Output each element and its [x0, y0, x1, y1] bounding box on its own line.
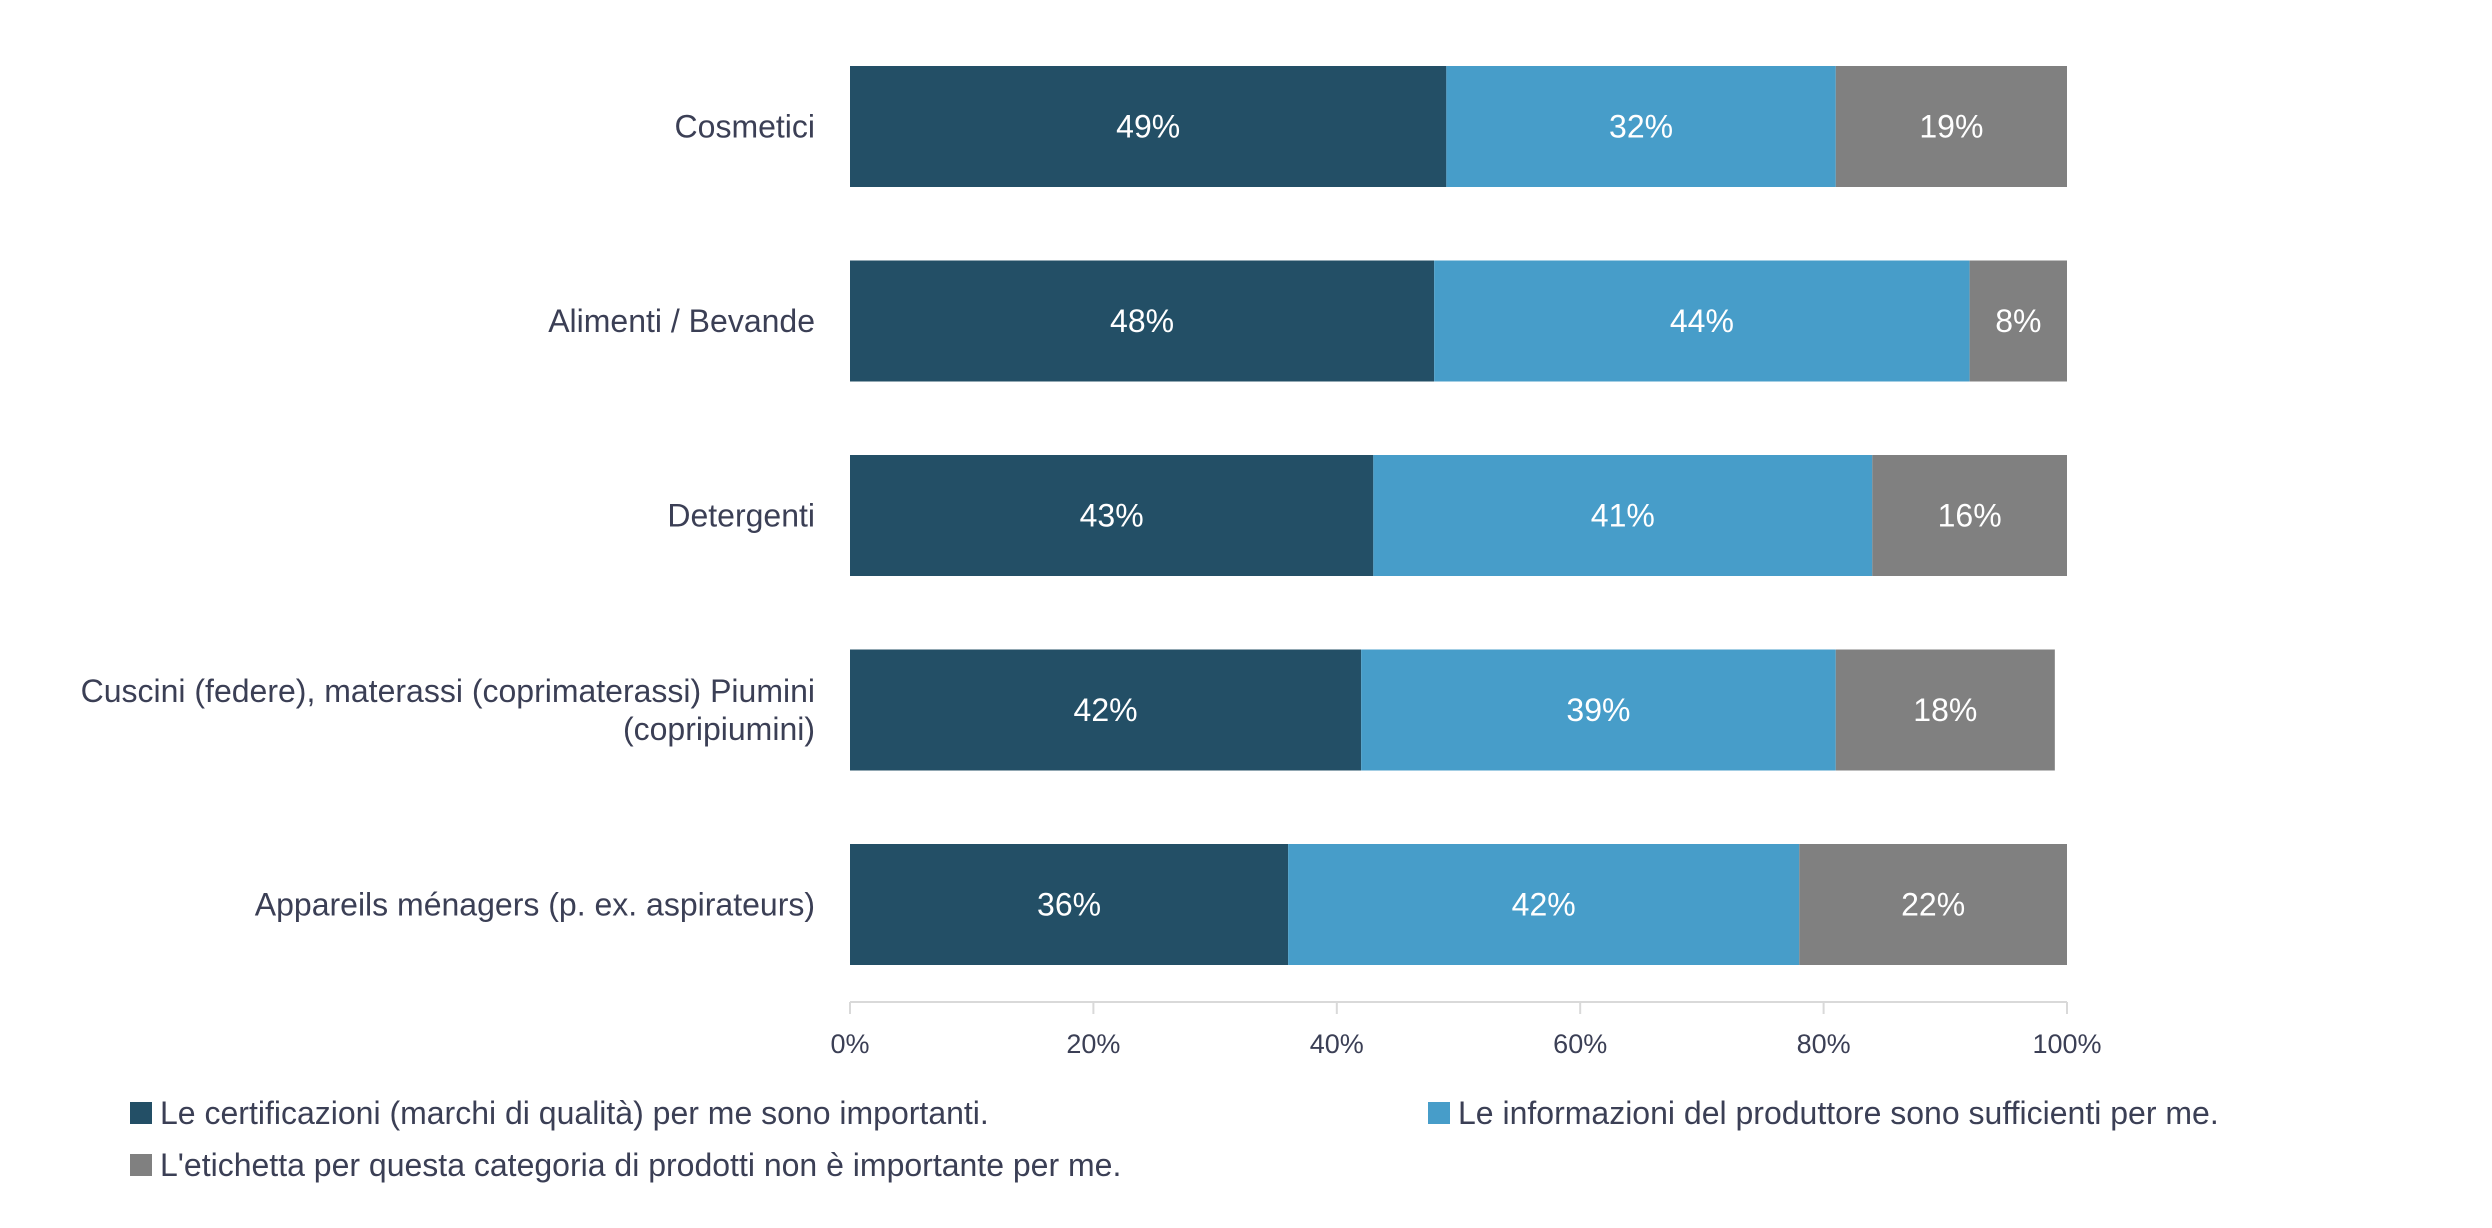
data-label: 44% — [1670, 303, 1734, 339]
bar-segment-1-2 — [1446, 66, 1836, 187]
bar-segment-2-1 — [850, 260, 1435, 382]
bar-segment-1-1 — [850, 66, 1447, 187]
data-label: 42% — [1512, 887, 1576, 923]
legend-swatch — [1428, 1102, 1450, 1124]
category-label: Cosmetici — [675, 109, 815, 145]
category-label: Appareils ménagers (p. ex. aspirateurs) — [255, 887, 815, 923]
x-tick-label: 0% — [830, 1029, 869, 1059]
data-label: 49% — [1116, 109, 1180, 145]
category-labels: Cosmetici Alimenti / Bevande Detergenti Cus… — [81, 109, 815, 923]
bar-segment-1-3 — [1835, 66, 2067, 187]
bar-segment-5-3 — [1799, 844, 2067, 965]
x-axis: 0% 20% 40% 60% 80% 100% — [830, 1001, 2102, 1059]
x-tick-label: 100% — [2032, 1029, 2101, 1059]
category-label: (copripiumini) — [623, 711, 815, 747]
x-tick-label: 60% — [1553, 1029, 1607, 1059]
x-tick-label: 40% — [1310, 1029, 1364, 1059]
bar-segment-3-1 — [850, 455, 1374, 576]
bars-area: 49% 32% 19% 48% 44% 8% 43% 41% 16% 42% 39% 18% 36% 42… — [850, 66, 2067, 965]
x-tick-label: 20% — [1066, 1029, 1120, 1059]
x-tick-label: 80% — [1797, 1029, 1851, 1059]
legend-label: Le informazioni del produttore sono suff… — [1458, 1095, 2219, 1131]
bar-segment-4-2 — [1361, 649, 1836, 771]
data-label: 19% — [1919, 109, 1983, 145]
bar-segment-5-1 — [850, 844, 1289, 965]
bar-segment-2-2 — [1434, 260, 1970, 382]
data-label: 32% — [1609, 109, 1673, 145]
data-label: 41% — [1591, 498, 1655, 534]
bar-segment-3-3 — [1872, 455, 2067, 576]
data-label: 39% — [1566, 692, 1630, 728]
bar-segment-5-2 — [1288, 844, 1800, 965]
legend-label: L'etichetta per questa categoria di prod… — [160, 1147, 1121, 1183]
data-label: 16% — [1938, 498, 2002, 534]
category-label: Alimenti / Bevande — [548, 303, 815, 339]
bar-segment-3-2 — [1373, 455, 1873, 576]
data-label: 8% — [1995, 303, 2041, 339]
data-label: 22% — [1901, 887, 1965, 923]
category-label: Detergenti — [667, 498, 815, 534]
category-label: Cuscini (federe), materassi (coprimatera… — [81, 673, 815, 709]
bar-segment-4-3 — [1835, 649, 2055, 771]
legend: Le certificazioni (marchi di qualità) pe… — [130, 1095, 2219, 1183]
data-label: 43% — [1080, 498, 1144, 534]
bar-segment-2-3 — [1969, 260, 2067, 382]
bar-segment-4-1 — [850, 649, 1362, 771]
data-label: 48% — [1110, 303, 1174, 339]
data-label: 18% — [1913, 692, 1977, 728]
legend-swatch — [130, 1154, 152, 1176]
data-label: 36% — [1037, 887, 1101, 923]
legend-swatch — [130, 1102, 152, 1124]
data-label: 42% — [1074, 692, 1138, 728]
legend-label: Le certificazioni (marchi di qualità) pe… — [160, 1095, 989, 1131]
